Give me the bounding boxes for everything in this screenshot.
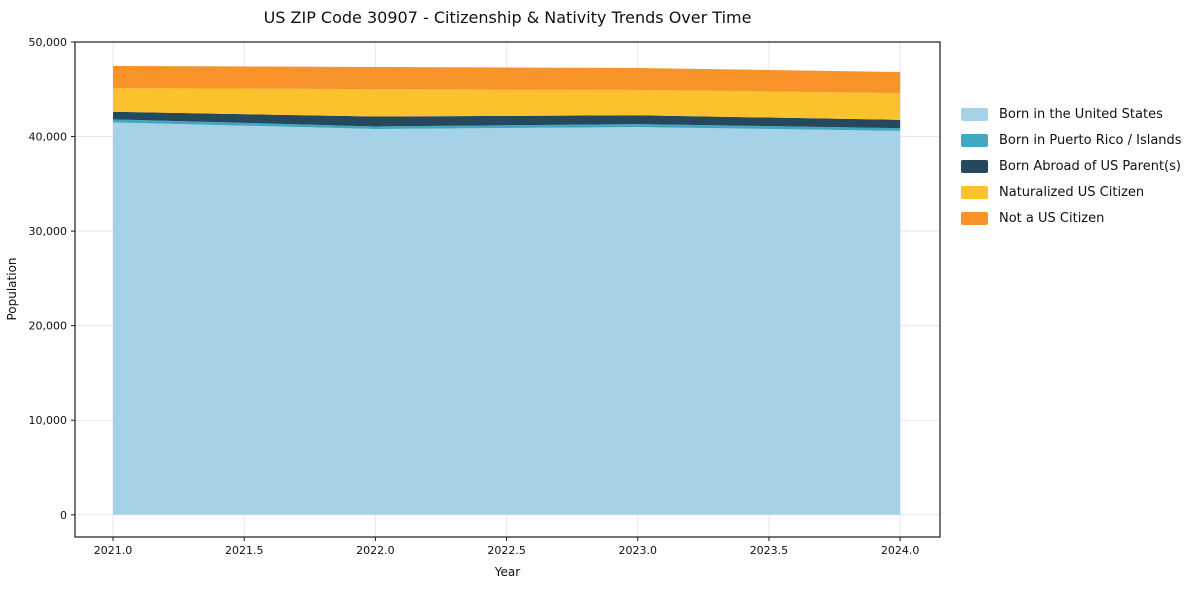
x-tick-label: 2023.0 — [619, 544, 658, 557]
area-born-abroad-of-us-parent-s — [113, 111, 901, 129]
y-tick-label: 30,000 — [29, 225, 68, 238]
x-tick-label: 2021.5 — [225, 544, 264, 557]
legend: Born in the United States Born in Puerto … — [961, 101, 1182, 231]
area-naturalized-us-citizen — [113, 88, 901, 120]
y-tick-label: 40,000 — [29, 131, 68, 144]
chart-title: US ZIP Code 30907 - Citizenship & Nativi… — [263, 8, 752, 27]
legend-swatch-icon — [961, 107, 988, 121]
x-tick-label: 2023.5 — [750, 544, 789, 557]
y-tick-label: 10,000 — [29, 414, 68, 427]
legend-label: Naturalized US Citizen — [999, 184, 1145, 200]
legend-swatch-icon — [961, 133, 988, 147]
legend-item-born-in-puerto-rico-islands: Born in Puerto Rico / Islands — [961, 127, 1182, 153]
y-tick-label: 20,000 — [29, 320, 68, 333]
plot-border — [74, 41, 941, 538]
x-tick-label: 2022.0 — [356, 544, 395, 557]
legend-item-born-abroad-of-us-parent-s: Born Abroad of US Parent(s) — [961, 153, 1182, 179]
x-axis-label: Year — [494, 565, 521, 579]
y-tick-label: 0 — [60, 509, 67, 522]
x-tick-label: 2022.5 — [487, 544, 526, 557]
legend-swatch-icon — [961, 159, 988, 173]
legend-item-born-in-the-united-states: Born in the United States — [961, 101, 1182, 127]
legend-swatch-icon — [961, 185, 988, 199]
area-not-a-us-citizen — [113, 65, 901, 94]
legend-item-not-a-us-citizen: Not a US Citizen — [961, 205, 1182, 231]
legend-label: Born in the United States — [999, 106, 1163, 122]
legend-swatch-icon — [961, 211, 988, 225]
area-born-in-the-united-states — [113, 122, 901, 515]
area-born-in-puerto-rico-islands — [113, 119, 901, 131]
y-tick-label: 50,000 — [29, 36, 68, 49]
legend-label: Born in Puerto Rico / Islands — [999, 132, 1182, 148]
x-tick-label: 2024.0 — [881, 544, 920, 557]
legend-label: Born Abroad of US Parent(s) — [999, 158, 1181, 174]
legend-item-naturalized-us-citizen: Naturalized US Citizen — [961, 179, 1182, 205]
x-tick-label: 2021.0 — [94, 544, 133, 557]
legend-label: Not a US Citizen — [999, 210, 1105, 226]
